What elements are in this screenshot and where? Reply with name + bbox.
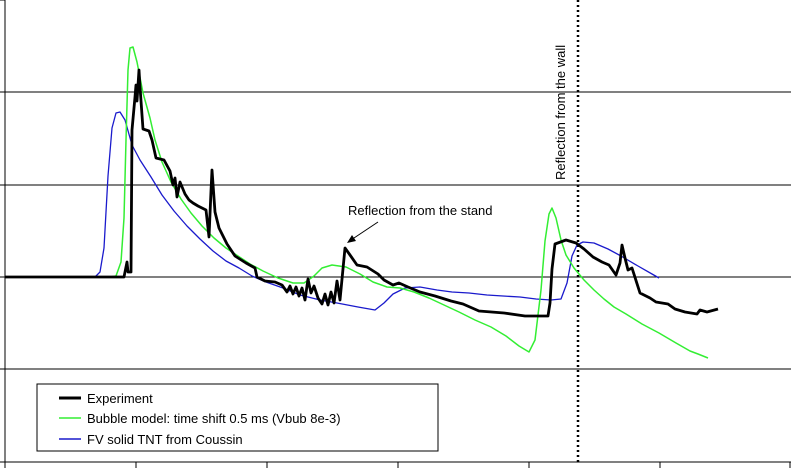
stand-reflection-arrowhead [347,235,356,243]
stand-reflection-arrow [350,221,379,241]
legend-label-fv-solid-tnt: FV solid TNT from Coussin [87,432,243,447]
legend-label-experiment: Experiment [87,391,153,406]
series-bubble-model-line [5,46,709,359]
legend-label-bubble-model: Bubble model: time shift 0.5 ms (Vbub 8e… [87,411,341,426]
stand-reflection-label: Reflection from the stand [348,203,493,218]
series-layer [5,46,719,359]
series-experiment-line [5,68,719,318]
gridlines [5,91,791,370]
legend-box [36,383,439,452]
legend: Experiment Bubble model: time shift 0.5 … [36,383,439,452]
wall-reflection-label: Reflection from the wall [553,45,568,180]
